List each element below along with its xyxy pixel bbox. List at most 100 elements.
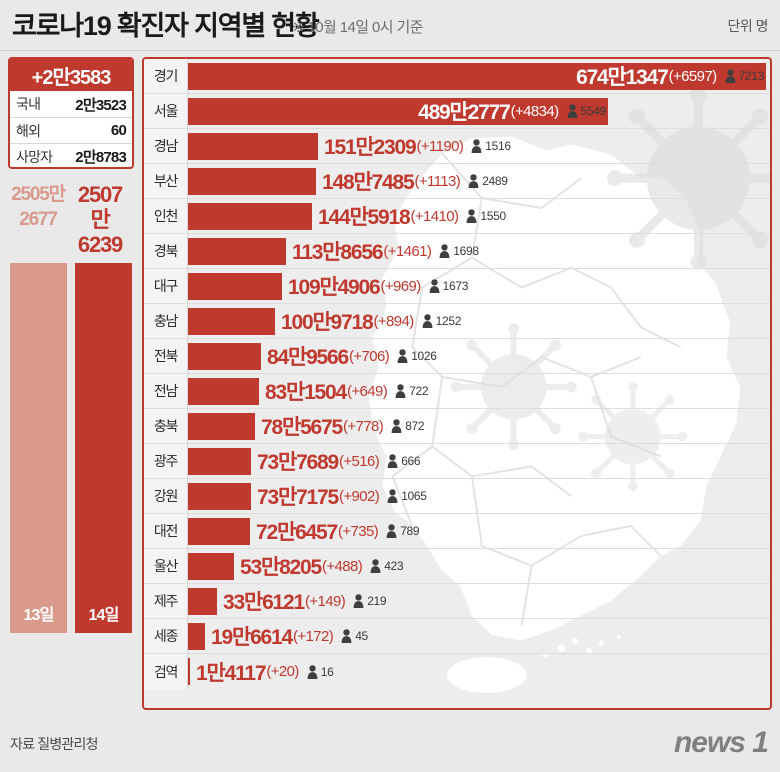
region-bar bbox=[188, 343, 261, 370]
region-values: 33만6121 (+149) 219 bbox=[223, 584, 387, 618]
region-total: 148만7485 bbox=[322, 171, 415, 194]
summary-row-value: 60 bbox=[110, 122, 127, 139]
region-bar-wrap: 151만2309 (+1190) 1516 bbox=[188, 129, 770, 163]
region-deaths: 45 bbox=[341, 629, 368, 643]
region-deaths: 1550 bbox=[466, 209, 506, 223]
region-total: 109만4906 bbox=[288, 276, 381, 299]
table-row: 경북 113만8656 (+1461) 1698 bbox=[144, 234, 770, 269]
person-icon bbox=[467, 209, 477, 223]
table-row: 제주 33만6121 (+149) 219 bbox=[144, 584, 770, 619]
region-bar bbox=[188, 588, 217, 615]
region-bar-wrap: 78만5675 (+778) 872 bbox=[188, 409, 770, 443]
region-bar-wrap: 72만6457 (+735) 789 bbox=[188, 514, 770, 548]
region-deaths: 2489 bbox=[468, 174, 508, 188]
region-label: 제주 bbox=[144, 584, 188, 618]
region-label: 충남 bbox=[144, 304, 188, 338]
region-total: 53만8205 bbox=[240, 556, 322, 579]
region-delta: (+20) bbox=[266, 663, 299, 680]
region-values: 148만7485 (+1113) 2489 bbox=[322, 164, 508, 198]
summary-row-value: 2만8783 bbox=[75, 149, 127, 166]
region-deaths: 722 bbox=[395, 384, 429, 398]
person-icon bbox=[370, 559, 381, 573]
region-deaths-count: 872 bbox=[405, 419, 425, 433]
region-total: 73만7689 bbox=[257, 451, 339, 474]
region-bar-wrap: 33만6121 (+149) 219 bbox=[188, 584, 770, 618]
region-deaths: 1026 bbox=[397, 349, 437, 363]
table-row: 전북 84만9566 (+706) 1026 bbox=[144, 339, 770, 374]
region-deaths: 789 bbox=[386, 524, 420, 538]
region-deaths-count: 16 bbox=[320, 664, 334, 679]
region-delta: (+488) bbox=[322, 557, 363, 575]
header-subtitle: ※ 10월 14일 0시 기준 bbox=[292, 19, 424, 36]
region-values: 1만4117 (+20) 16 bbox=[196, 654, 334, 689]
table-row: 경남 151만2309 (+1190) 1516 bbox=[144, 129, 770, 164]
region-bar-wrap: 148만7485 (+1113) 2489 bbox=[188, 164, 770, 198]
region-bar bbox=[188, 273, 282, 300]
table-row: 검역 1만4117 (+20) 16 bbox=[144, 654, 770, 689]
region-deaths-count: 1673 bbox=[442, 279, 469, 293]
region-bar bbox=[188, 63, 766, 90]
region-values: 144만5918 (+1410) 1550 bbox=[318, 199, 506, 233]
summary-row-label: 해외 bbox=[16, 122, 41, 139]
region-deaths: 7213 bbox=[725, 69, 765, 83]
table-row: 대전 72만6457 (+735) 789 bbox=[144, 514, 770, 549]
region-delta: (+1190) bbox=[416, 137, 464, 155]
region-total: 78만5675 bbox=[261, 416, 343, 439]
region-deaths-count: 7213 bbox=[738, 69, 765, 83]
region-total: 73만7175 bbox=[257, 486, 339, 509]
region-deaths: 1516 bbox=[471, 139, 511, 153]
region-total: 674만1347 bbox=[576, 66, 669, 89]
region-values: 78만5675 (+778) 872 bbox=[261, 409, 425, 443]
region-deaths-count: 722 bbox=[409, 384, 429, 398]
region-deaths: 1065 bbox=[387, 489, 427, 503]
summary-row: 해외 60 bbox=[10, 117, 132, 143]
region-deaths-count: 789 bbox=[400, 524, 420, 538]
table-row: 강원 73만7175 (+902) 1065 bbox=[144, 479, 770, 514]
region-deaths: 5549 bbox=[567, 104, 606, 118]
person-icon bbox=[567, 104, 577, 118]
source-label: 자료 질병관리청 bbox=[10, 736, 98, 752]
table-row: 전남 83만1504 (+649) 722 bbox=[144, 374, 770, 409]
cumulative-value-labels: 2505만 2677 2507만 6239 bbox=[8, 182, 134, 257]
region-bar bbox=[188, 203, 312, 230]
region-values: 83만1504 (+649) 722 bbox=[265, 374, 429, 408]
person-icon bbox=[387, 454, 398, 468]
region-total: 144만5918 bbox=[318, 206, 411, 229]
cumulative-bar-day-label: 13일 bbox=[23, 607, 54, 624]
region-bar bbox=[188, 133, 318, 160]
news1-logo: news 1 bbox=[673, 726, 769, 759]
person-icon bbox=[386, 524, 397, 538]
region-delta: (+735) bbox=[338, 522, 379, 540]
region-deaths-count: 219 bbox=[367, 594, 387, 608]
region-bar bbox=[188, 98, 608, 125]
region-total: 1만4117 bbox=[196, 661, 267, 685]
region-bar-wrap: 73만7689 (+516) 666 bbox=[188, 444, 770, 478]
region-bar-wrap: 53만8205 (+488) 423 bbox=[188, 549, 770, 583]
person-icon bbox=[353, 594, 364, 608]
new-cases-total: +2만3583 bbox=[10, 59, 132, 91]
region-label: 경남 bbox=[144, 129, 188, 163]
region-delta: (+4834) bbox=[510, 102, 560, 120]
person-icon bbox=[307, 664, 318, 679]
cumulative-value-label: 2505만 2677 bbox=[8, 182, 68, 232]
summary-box: +2만3583 국내 2만3523 해외 60 사망자 2만8783 bbox=[8, 57, 134, 169]
region-bar-wrap: 1만4117 (+20) 16 bbox=[188, 654, 770, 689]
summary-row-value: 2만3523 bbox=[75, 96, 127, 114]
person-icon bbox=[471, 139, 482, 153]
region-total: 113만8656 bbox=[292, 241, 384, 264]
region-values: 109만4906 (+969) 1673 bbox=[288, 269, 468, 303]
region-bar bbox=[188, 378, 259, 405]
region-total: 100만9718 bbox=[281, 311, 374, 334]
region-deaths: 1252 bbox=[422, 314, 461, 328]
region-bar bbox=[188, 308, 275, 335]
summary-row-label: 사망자 bbox=[16, 148, 53, 165]
region-label: 대구 bbox=[144, 269, 188, 303]
region-delta: (+969) bbox=[380, 277, 421, 295]
region-total: 19만6614 bbox=[211, 626, 293, 649]
region-deaths-count: 1516 bbox=[485, 139, 511, 153]
region-bar-wrap: 83만1504 (+649) 722 bbox=[188, 374, 770, 408]
region-values: 19만6614 (+172) 45 bbox=[211, 619, 368, 653]
region-delta: (+706) bbox=[349, 347, 390, 365]
